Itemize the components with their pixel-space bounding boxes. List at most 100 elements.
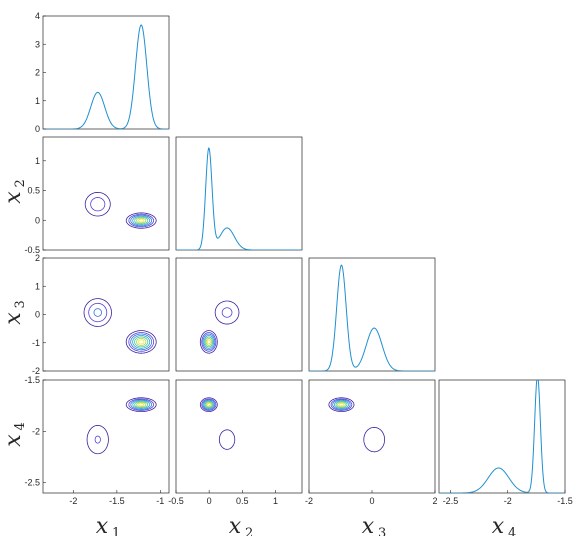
contour-level-1 bbox=[328, 397, 386, 453]
contour-level-7 bbox=[206, 403, 211, 407]
contour-level-6 bbox=[205, 337, 212, 346]
x-tick-label: -2 bbox=[69, 496, 77, 506]
y-tick-label: -2.5 bbox=[24, 478, 40, 488]
contour-level-5 bbox=[204, 401, 213, 409]
y-tick-label: -0.5 bbox=[24, 245, 40, 255]
contour-level-3 bbox=[93, 308, 153, 351]
contour-level-1 bbox=[84, 192, 157, 229]
y-axis-label-3: x3 bbox=[1, 300, 28, 324]
contour-level-7 bbox=[137, 339, 145, 345]
density-curve-4 bbox=[439, 380, 565, 493]
y-axis-subscript: 3 bbox=[13, 300, 28, 308]
contour-level-4 bbox=[132, 400, 151, 409]
y-tick-label: 0.5 bbox=[27, 186, 40, 196]
contour-4-3 bbox=[328, 397, 386, 453]
contour-level-2 bbox=[330, 398, 353, 411]
x-tick-label: -2 bbox=[504, 496, 512, 506]
y-tick-label: 1 bbox=[35, 281, 40, 291]
contour-level-4 bbox=[203, 400, 215, 409]
y-tick-label: 0 bbox=[35, 124, 40, 134]
y-tick-label: -2 bbox=[32, 426, 40, 436]
contour-3-1 bbox=[83, 298, 157, 354]
x-axis-subscript-4: 4 bbox=[508, 526, 516, 536]
contour-level-6 bbox=[136, 337, 147, 346]
contour-level-4 bbox=[333, 400, 350, 409]
contour-level-2 bbox=[94, 398, 155, 444]
panel-2-0 bbox=[42, 257, 170, 372]
contour-3-2 bbox=[199, 300, 240, 354]
x-tick-label: -1.5 bbox=[109, 496, 125, 506]
contour-level-3 bbox=[130, 214, 153, 227]
y-tick-label: 1 bbox=[35, 96, 40, 106]
y-axis-label-2: x2 bbox=[1, 179, 28, 203]
x-axis-label-1: x bbox=[96, 514, 109, 536]
y-tick-label: 1 bbox=[35, 156, 40, 166]
contour-4-2 bbox=[199, 397, 236, 450]
contour-level-1 bbox=[199, 397, 236, 450]
y-tick-label: 0 bbox=[35, 310, 40, 320]
contour-level-5 bbox=[134, 216, 149, 225]
x-axis-label-2: x bbox=[229, 514, 242, 536]
panel-3-3 bbox=[438, 379, 566, 494]
contour-level-2 bbox=[201, 398, 217, 411]
y-tick-label: -2 bbox=[32, 366, 40, 376]
contour-level-6 bbox=[136, 217, 147, 224]
contour-level-7 bbox=[338, 403, 345, 407]
y-tick-label: -1.5 bbox=[24, 375, 40, 385]
x-axis-label-3: x bbox=[362, 514, 375, 536]
y-tick-label: 3 bbox=[35, 39, 40, 49]
x-tick-label: -1 bbox=[156, 496, 164, 506]
x-tick-label: 1 bbox=[273, 496, 278, 506]
density-curve-2 bbox=[176, 147, 302, 250]
panel-3-2 bbox=[308, 379, 436, 494]
contour-level-6 bbox=[205, 402, 212, 408]
contour-level-5 bbox=[134, 336, 149, 348]
contour-level-7 bbox=[138, 218, 145, 223]
y-tick-label: 4 bbox=[35, 11, 40, 21]
y-axis-subscript: 4 bbox=[13, 422, 28, 430]
contour-level-3 bbox=[202, 333, 216, 351]
contour-level-4 bbox=[203, 335, 215, 349]
y-axis-label-4: x4 bbox=[1, 422, 28, 446]
x-axis-subscript-1: 1 bbox=[112, 526, 120, 536]
contour-level-4 bbox=[132, 335, 151, 349]
contour-level-1 bbox=[83, 298, 157, 354]
y-tick-label: 0 bbox=[35, 215, 40, 225]
contour-level-2 bbox=[88, 302, 155, 352]
contour-level-3 bbox=[332, 399, 351, 410]
density-curve-3 bbox=[309, 264, 435, 371]
panel-2-2 bbox=[308, 257, 436, 372]
contour-level-5 bbox=[204, 336, 213, 348]
x-tick-label: 0.5 bbox=[236, 496, 249, 506]
x-tick-label: -2.5 bbox=[443, 496, 459, 506]
x-tick-label: 0 bbox=[369, 496, 374, 506]
contour-4-1 bbox=[86, 397, 157, 455]
contour-level-4 bbox=[132, 215, 151, 226]
contour-level-2 bbox=[90, 197, 155, 228]
contour-level-7 bbox=[206, 339, 211, 345]
x-axis-subscript-2: 2 bbox=[245, 526, 253, 536]
panel-3-1 bbox=[175, 379, 303, 494]
contour-2-1 bbox=[84, 192, 157, 229]
contour-level-3 bbox=[130, 399, 153, 410]
contour-level-5 bbox=[335, 401, 348, 409]
contour-level-3 bbox=[202, 399, 216, 410]
y-axis-symbol: x bbox=[1, 191, 26, 204]
x-tick-label: -2 bbox=[305, 496, 313, 506]
y-axis-subscript: 2 bbox=[13, 179, 28, 187]
contour-level-5 bbox=[134, 401, 149, 409]
panel-3-0 bbox=[42, 379, 170, 494]
panel-1-1 bbox=[175, 136, 303, 251]
x-axis-label-4: x bbox=[492, 514, 505, 536]
y-tick-label: 2 bbox=[35, 253, 40, 263]
y-axis-symbol: x bbox=[1, 312, 26, 325]
x-tick-label: -1.5 bbox=[557, 496, 573, 506]
contour-level-1 bbox=[199, 300, 240, 354]
contour-level-6 bbox=[136, 402, 147, 408]
y-axis-symbol: x bbox=[1, 434, 26, 447]
x-tick-label: 0 bbox=[207, 496, 212, 506]
y-tick-label: -1 bbox=[32, 338, 40, 348]
x-axis-subscript-3: 3 bbox=[378, 526, 386, 536]
contour-level-2 bbox=[201, 307, 233, 352]
